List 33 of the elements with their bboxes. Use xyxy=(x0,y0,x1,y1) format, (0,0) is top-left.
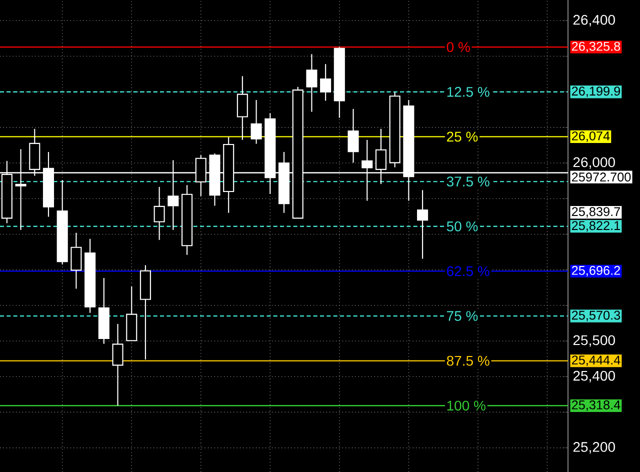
candlestick xyxy=(154,186,165,240)
ref-line-label: 25,444.4 xyxy=(572,356,620,366)
ref-line-label: 25,318.4 xyxy=(572,400,620,411)
ref-line-label: 26,074 xyxy=(572,131,610,142)
candlestick xyxy=(417,190,428,260)
annotation: 12.5 % xyxy=(447,86,490,97)
annotation: 25 % xyxy=(447,132,478,142)
candlestick xyxy=(348,108,359,164)
ref-line-label: 25972.700 xyxy=(572,172,631,182)
annotation: 62.5 % xyxy=(447,266,490,276)
y-tick-label: 26,000 xyxy=(573,157,615,169)
text: 25,839.7 xyxy=(572,207,620,218)
candlestick xyxy=(70,232,82,290)
candlestick xyxy=(250,99,262,144)
ref-line-label: 25,822.1 xyxy=(572,221,620,232)
annotation: 37.5 % xyxy=(446,176,490,187)
candlestick xyxy=(306,54,318,112)
y-tick-label: 26,400 xyxy=(573,14,615,26)
ref-line-label: 26,325.8 xyxy=(572,42,620,52)
candlestick xyxy=(320,64,332,102)
ref-line-label: 25,696.2 xyxy=(572,266,620,276)
ref-line-label: 26,199.9 xyxy=(572,86,620,98)
ref-line-label: 25,570.3 xyxy=(572,310,620,322)
annotation: 50 % xyxy=(446,221,478,232)
y-tick-label: 25,500 xyxy=(573,335,615,347)
annotation: 0 % xyxy=(446,42,470,52)
candlestick xyxy=(236,76,248,140)
candlestick xyxy=(112,323,124,406)
annotation: 100 % xyxy=(447,400,486,411)
annotation: 87.5 % xyxy=(446,356,490,366)
annotation: 75 % xyxy=(447,311,478,321)
y-tick-label: 25,200 xyxy=(573,442,615,454)
y-tick-label: 25,400 xyxy=(573,370,615,382)
